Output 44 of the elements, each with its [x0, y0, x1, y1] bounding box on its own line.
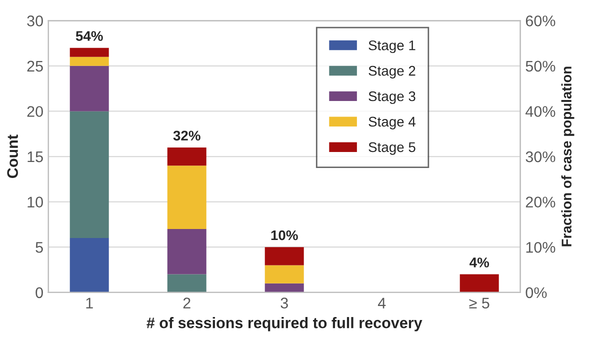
bar	[264, 247, 304, 266]
x-axis-title: # of sessions required to full recovery	[146, 317, 422, 332]
annotation: 10%	[271, 230, 298, 240]
y2-tick-label: 60%	[526, 16, 556, 26]
bar	[264, 265, 304, 284]
legend-label: Stage 2	[368, 66, 416, 78]
x-tick-label: 3	[280, 298, 288, 308]
x-tick-label: 1	[86, 298, 93, 308]
y2-tick-label: 40%	[526, 106, 556, 117]
bar	[70, 56, 109, 66]
bar	[167, 228, 206, 274]
bar	[70, 48, 109, 57]
x-tick-label: ≥ 5	[469, 298, 490, 308]
y-tick-label: 30	[27, 16, 43, 26]
y-tick-label: 15	[28, 152, 43, 162]
y2-tick-label: 30%	[526, 151, 556, 162]
bar	[70, 111, 109, 238]
y2-tick-label: 20%	[526, 196, 556, 208]
y-tick-label: 5	[36, 242, 43, 253]
y-axis-title: Count	[7, 134, 18, 178]
bar	[70, 66, 109, 112]
y2-tick-label: 50%	[526, 60, 556, 72]
x-tick-label: 2	[183, 298, 190, 308]
legend-label: Stage 1	[368, 40, 416, 54]
bar	[167, 274, 206, 292]
y2-tick-label: 10%	[526, 242, 556, 253]
y-tick-label: 20	[27, 106, 43, 117]
y-tick-label: 0	[36, 287, 43, 298]
y2-tick-label: 0%	[526, 287, 547, 298]
bar	[167, 166, 206, 229]
bar	[70, 238, 109, 292]
bar	[264, 283, 304, 292]
bar	[167, 147, 206, 166]
annotation: 32%	[173, 130, 200, 141]
legend-label: Stage 4	[368, 116, 416, 130]
annotation: 54%	[76, 31, 103, 41]
legend-label: Stage 5	[368, 142, 416, 155]
x-tick-label: 4	[378, 298, 386, 308]
y2-axis-title: Fraction of case population	[561, 66, 574, 246]
y-tick-label: 25	[27, 60, 43, 72]
legend-label: Stage 3	[368, 91, 416, 104]
annotation: 4%	[470, 258, 490, 268]
bar	[460, 274, 499, 292]
y-tick-label: 10	[28, 196, 43, 208]
